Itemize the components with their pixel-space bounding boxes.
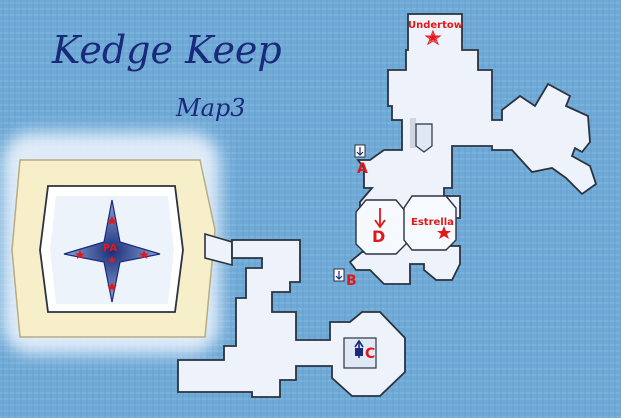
star-icon [108,256,116,263]
up-arrow-icon [354,339,364,358]
label-estrella: Estrella [411,217,454,228]
map-subtitle: Map3 [176,94,246,122]
star-icon [107,282,117,291]
label-a: A [357,161,368,177]
label-d: D [372,227,385,246]
star-icon [428,33,438,42]
star-icon [75,250,85,259]
label-pa: PA [103,243,117,254]
anchor-icon [354,144,366,158]
anchor-icon [333,268,345,282]
label-undertow: Undertow [408,20,463,31]
label-b: B [346,273,357,289]
divider [410,118,416,148]
map-title: Kedge Keep [52,28,282,72]
passage-block [415,123,433,153]
star-icon [107,216,117,225]
star-icon [424,29,442,46]
star-icon [139,250,149,259]
label-c: C [365,346,375,362]
dock-connector [204,232,233,267]
compass-star-icon [63,199,161,303]
star-icon [437,226,451,239]
down-arrow-icon [374,208,386,229]
